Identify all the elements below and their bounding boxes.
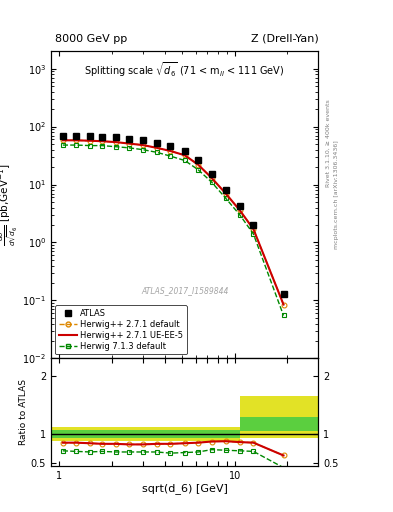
ATLAS xyxy=(127,136,131,142)
Herwig++ 2.7.1 default xyxy=(237,207,242,214)
ATLAS xyxy=(168,143,173,149)
Herwig 7.1.3 default xyxy=(168,153,173,159)
Text: Rivet 3.1.10, ≥ 400k events: Rivet 3.1.10, ≥ 400k events xyxy=(326,99,331,187)
Bar xyxy=(240,396,318,438)
Y-axis label: $\frac{d\sigma}{d\sqrt{d_6}}$ [pb,GeV$^{-1}$]: $\frac{d\sigma}{d\sqrt{d_6}}$ [pb,GeV$^{… xyxy=(0,163,20,246)
Herwig++ 2.7.1 default xyxy=(281,302,286,308)
Herwig 7.1.3 default xyxy=(237,212,242,218)
Herwig++ 2.7.1 UE-EE-5 xyxy=(223,190,228,197)
Text: ATLAS_2017_I1589844: ATLAS_2017_I1589844 xyxy=(141,286,228,295)
ATLAS xyxy=(74,133,79,139)
Herwig 7.1.3 default xyxy=(61,142,65,148)
ATLAS xyxy=(209,172,214,178)
Herwig++ 2.7.1 UE-EE-5 xyxy=(113,139,118,145)
Herwig++ 2.7.1 UE-EE-5 xyxy=(74,137,79,143)
Herwig++ 2.7.1 UE-EE-5 xyxy=(99,138,104,144)
Herwig++ 2.7.1 UE-EE-5 xyxy=(251,226,256,232)
ATLAS xyxy=(154,140,159,146)
Legend: ATLAS, Herwig++ 2.7.1 default, Herwig++ 2.7.1 UE-EE-5, Herwig 7.1.3 default: ATLAS, Herwig++ 2.7.1 default, Herwig++ … xyxy=(55,305,187,354)
Herwig++ 2.7.1 default xyxy=(127,140,131,146)
Bar xyxy=(51,427,240,441)
Line: ATLAS: ATLAS xyxy=(60,134,286,296)
ATLAS xyxy=(251,222,256,228)
Herwig 7.1.3 default xyxy=(196,167,200,173)
Herwig++ 2.7.1 default xyxy=(74,137,79,143)
Text: mcplots.cern.ch [arXiv:1306.3436]: mcplots.cern.ch [arXiv:1306.3436] xyxy=(334,140,338,249)
Herwig 7.1.3 default xyxy=(209,179,214,185)
Line: Herwig++ 2.7.1 default: Herwig++ 2.7.1 default xyxy=(61,138,286,307)
Herwig 7.1.3 default xyxy=(113,144,118,150)
Herwig++ 2.7.1 default xyxy=(88,138,92,144)
Herwig++ 2.7.1 UE-EE-5 xyxy=(61,137,65,143)
Herwig++ 2.7.1 UE-EE-5 xyxy=(154,145,159,151)
ATLAS xyxy=(281,291,286,297)
Herwig++ 2.7.1 default xyxy=(182,152,187,158)
Herwig++ 2.7.1 UE-EE-5 xyxy=(209,175,214,181)
X-axis label: sqrt(d_6) [GeV]: sqrt(d_6) [GeV] xyxy=(142,483,228,495)
Herwig 7.1.3 default xyxy=(251,231,256,237)
Y-axis label: Ratio to ATLAS: Ratio to ATLAS xyxy=(19,379,28,445)
Herwig++ 2.7.1 default xyxy=(61,137,65,143)
Line: Herwig 7.1.3 default: Herwig 7.1.3 default xyxy=(61,143,286,318)
Herwig++ 2.7.1 default xyxy=(113,139,118,145)
Herwig++ 2.7.1 UE-EE-5 xyxy=(88,138,92,144)
Herwig 7.1.3 default xyxy=(127,145,131,151)
Herwig++ 2.7.1 default xyxy=(168,148,173,154)
Herwig++ 2.7.1 UE-EE-5 xyxy=(182,152,187,158)
Herwig 7.1.3 default xyxy=(154,149,159,155)
Herwig++ 2.7.1 UE-EE-5 xyxy=(237,207,242,214)
Herwig++ 2.7.1 default xyxy=(154,145,159,151)
Herwig++ 2.7.1 UE-EE-5 xyxy=(140,142,145,148)
ATLAS xyxy=(223,187,228,193)
Line: Herwig++ 2.7.1 UE-EE-5: Herwig++ 2.7.1 UE-EE-5 xyxy=(63,140,283,305)
Text: Splitting scale $\sqrt{d_6}$ (71 < m$_{ll}$ < 111 GeV): Splitting scale $\sqrt{d_6}$ (71 < m$_{l… xyxy=(84,60,285,79)
ATLAS xyxy=(99,134,104,140)
Herwig++ 2.7.1 default xyxy=(140,142,145,148)
Herwig++ 2.7.1 UE-EE-5 xyxy=(168,148,173,154)
ATLAS xyxy=(140,137,145,143)
Herwig++ 2.7.1 UE-EE-5 xyxy=(196,162,200,168)
ATLAS xyxy=(88,133,92,139)
ATLAS xyxy=(113,134,118,140)
Herwig++ 2.7.1 default xyxy=(251,226,256,232)
ATLAS xyxy=(196,157,200,163)
Herwig 7.1.3 default xyxy=(99,142,104,148)
Bar xyxy=(51,430,240,438)
ATLAS xyxy=(237,203,242,209)
Herwig++ 2.7.1 default xyxy=(196,162,200,168)
Herwig 7.1.3 default xyxy=(182,157,187,163)
Herwig++ 2.7.1 UE-EE-5 xyxy=(281,302,286,308)
Text: 8000 GeV pp: 8000 GeV pp xyxy=(55,33,127,44)
Herwig++ 2.7.1 default xyxy=(223,190,228,197)
Herwig 7.1.3 default xyxy=(74,142,79,148)
Bar xyxy=(240,417,318,431)
Herwig 7.1.3 default xyxy=(140,146,145,153)
Herwig 7.1.3 default xyxy=(88,142,92,148)
Herwig++ 2.7.1 default xyxy=(209,175,214,181)
Herwig 7.1.3 default xyxy=(223,195,228,201)
Herwig 7.1.3 default xyxy=(281,312,286,318)
Herwig++ 2.7.1 UE-EE-5 xyxy=(127,140,131,146)
ATLAS xyxy=(182,148,187,154)
Herwig++ 2.7.1 default xyxy=(99,138,104,144)
ATLAS xyxy=(61,133,65,139)
Text: Z (Drell-Yan): Z (Drell-Yan) xyxy=(251,33,318,44)
